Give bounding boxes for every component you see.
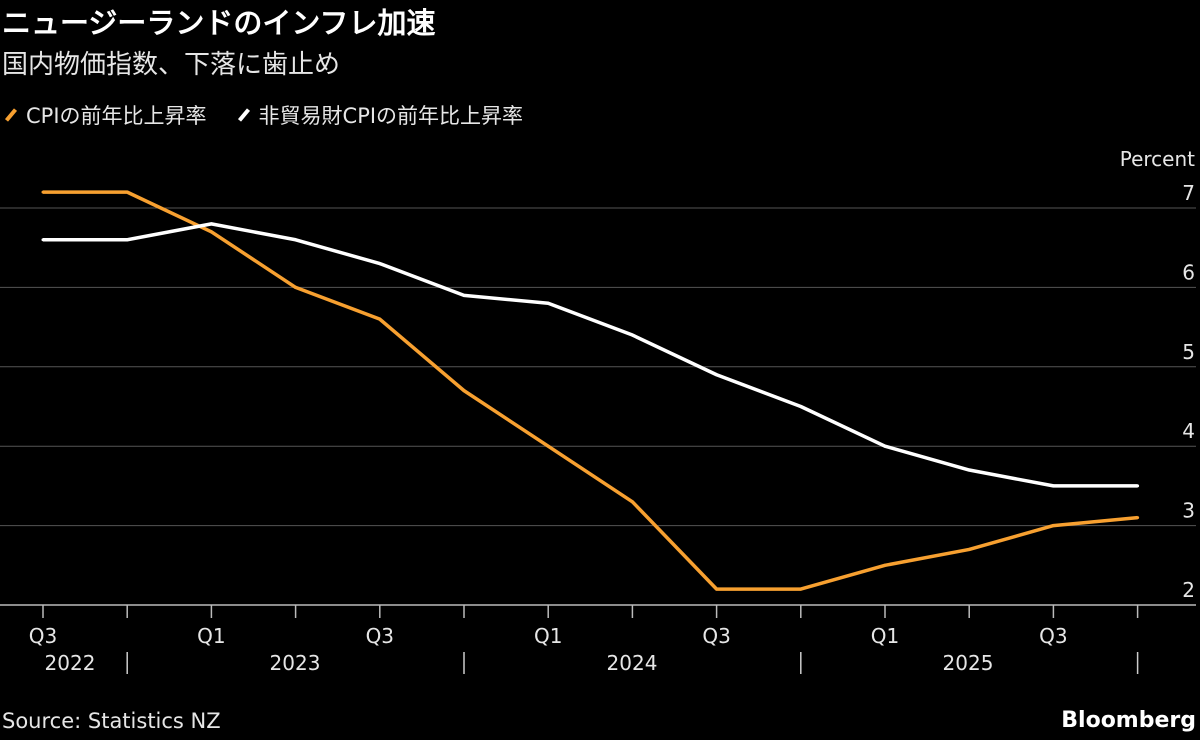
data-point (715, 587, 719, 591)
data-point (41, 190, 45, 194)
legend-item-cpi: CPIの前年比上昇率 (4, 100, 207, 130)
x-tick-label: Q3 (1039, 624, 1067, 648)
data-point (630, 333, 634, 337)
data-point (546, 444, 550, 448)
y-tick-label: 5 (1182, 340, 1195, 364)
legend-item-non-tradables: 非貿易財CPIの前年比上昇率 (237, 100, 524, 130)
line-chart: Percent 2 3 4 5 6 7 Q3 Q1 Q3 Q1 Q3 Q1 Q3 2022 2023 2024… (0, 147, 1196, 675)
data-point (967, 468, 971, 472)
x-tick-label: Q3 (366, 624, 394, 648)
data-point (125, 190, 129, 194)
y-tick-label: 4 (1182, 419, 1195, 443)
non-tradables-cpi-line (43, 222, 1138, 488)
data-point (209, 230, 213, 234)
bloomberg-logo: Bloomberg (1061, 708, 1196, 733)
data-point (799, 405, 803, 408)
cpi-line (43, 190, 1138, 591)
data-point (209, 222, 213, 226)
y-tick-label: 6 (1182, 260, 1195, 284)
data-point (294, 238, 298, 242)
data-point (630, 500, 634, 504)
data-point (462, 293, 466, 297)
y-tick-label: 3 (1182, 499, 1195, 523)
data-point (1136, 484, 1140, 488)
legend: CPIの前年比上昇率 非貿易財CPIの前年比上昇率 (4, 100, 523, 130)
data-point (294, 285, 298, 289)
data-point (462, 389, 466, 393)
year-label: 2023 (270, 651, 321, 675)
x-tick-label: Q1 (871, 624, 899, 648)
data-point (1136, 516, 1140, 520)
data-point (1051, 484, 1055, 488)
chart-title: ニュージーランドのインフレ加速 (2, 6, 436, 40)
y-tick-label: 2 (1182, 578, 1195, 602)
data-point (967, 547, 971, 551)
data-point (883, 563, 887, 567)
y-axis-label: Percent (1120, 147, 1195, 171)
data-point (1051, 524, 1055, 528)
legend-label-non-tradables: 非貿易財CPIの前年比上昇率 (258, 104, 524, 128)
x-tick-label: Q3 (702, 624, 730, 648)
x-tick-label: Q1 (534, 624, 562, 648)
x-tick-label: Q1 (197, 624, 225, 648)
year-label: 2024 (607, 651, 658, 675)
data-point (125, 238, 129, 242)
data-point (378, 317, 382, 321)
data-point (41, 238, 45, 242)
x-tick-label: Q3 (29, 624, 57, 648)
data-point (378, 262, 382, 266)
data-point (799, 587, 803, 591)
year-label: 2022 (45, 651, 96, 675)
y-tick-label: 7 (1182, 181, 1195, 205)
data-point (883, 444, 887, 448)
data-point (715, 373, 719, 377)
year-label: 2025 (943, 651, 994, 675)
data-point (546, 301, 550, 305)
legend-label-cpi: CPIの前年比上昇率 (26, 104, 207, 128)
chart-subtitle: 国内物価指数、下落に歯止め (2, 50, 341, 80)
source-note: Source: Statistics NZ (2, 709, 221, 733)
